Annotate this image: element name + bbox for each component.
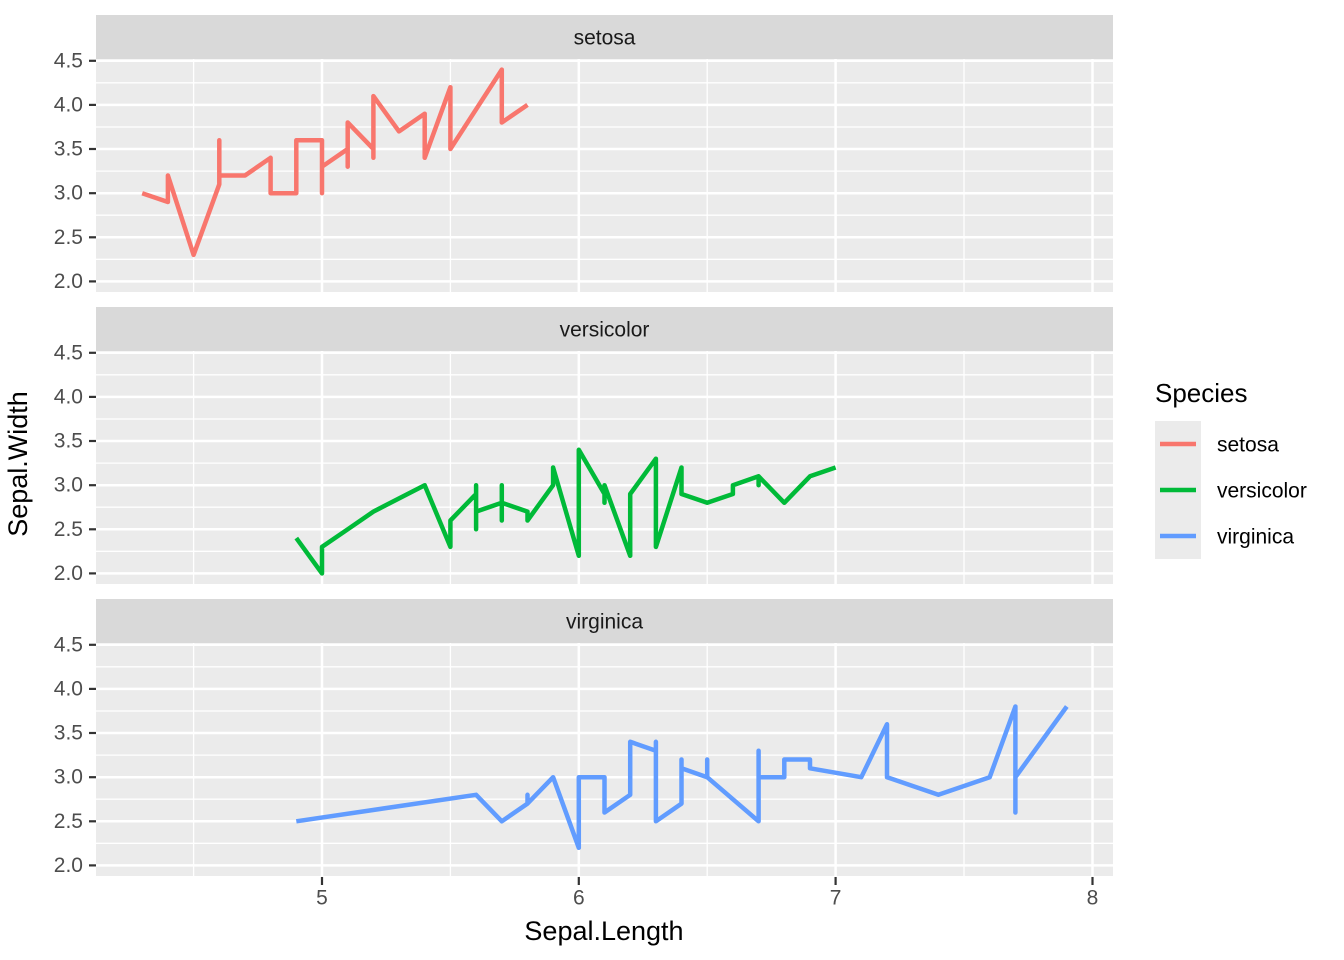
y-axis-title: Sepal.Width bbox=[3, 391, 33, 537]
y-tick-label: 3.5 bbox=[54, 430, 83, 453]
panel-background bbox=[96, 643, 1113, 876]
legend-entries: setosa versicolor virginica bbox=[1155, 421, 1307, 559]
y-tick-label: 4.5 bbox=[54, 341, 83, 364]
facet-setosa: setosa 2.0 2.5 3.0 3.5 4.0 4.5 bbox=[54, 15, 1113, 293]
facet-strip-label: virginica bbox=[566, 611, 643, 634]
x-tick-label: 8 bbox=[1087, 886, 1099, 909]
y-tick-label: 4.5 bbox=[54, 49, 83, 72]
legend-entry-setosa: setosa bbox=[1155, 421, 1279, 467]
panel-background bbox=[96, 59, 1113, 292]
y-tick-label: 2.5 bbox=[54, 810, 83, 833]
line-versicolor bbox=[294, 447, 837, 576]
y-tick-label: 3.0 bbox=[54, 766, 83, 789]
facet-versicolor: versicolor 2.0 2.5 3.0 3.5 4.0 4.5 bbox=[54, 307, 1113, 585]
y-tick-label: 2.5 bbox=[54, 226, 83, 249]
facet-strip-label: versicolor bbox=[560, 319, 650, 342]
x-axis-layer: 5 6 7 8 bbox=[316, 877, 1098, 909]
y-tick-label: 2.0 bbox=[54, 562, 83, 585]
line-virginica bbox=[295, 704, 1069, 851]
y-tick-label: 4.5 bbox=[54, 633, 83, 656]
facets-layer: setosa 2.0 2.5 3.0 3.5 4.0 4.5 versicolor 2.0 2.5… bbox=[54, 15, 1113, 877]
facet-strip bbox=[96, 15, 1113, 59]
panel-background bbox=[96, 351, 1113, 584]
y-tick-label: 4.0 bbox=[54, 385, 83, 408]
legend-label: setosa bbox=[1217, 434, 1279, 457]
x-tick-label: 6 bbox=[573, 886, 585, 909]
facet-strip bbox=[96, 599, 1113, 643]
y-tick-label: 2.0 bbox=[54, 854, 83, 877]
y-tick-label: 2.0 bbox=[54, 270, 83, 293]
x-tick-label: 5 bbox=[316, 886, 328, 909]
y-tick-label: 4.0 bbox=[54, 677, 83, 700]
legend-label: virginica bbox=[1217, 526, 1294, 549]
y-tick-label: 2.5 bbox=[54, 518, 83, 541]
y-tick-label: 3.5 bbox=[54, 138, 83, 161]
legend: Species setosa versicolor virginica bbox=[1155, 378, 1307, 559]
x-axis-title: Sepal.Length bbox=[524, 916, 683, 946]
y-tick-label: 4.0 bbox=[54, 93, 83, 116]
facet-strip-label: setosa bbox=[574, 27, 636, 50]
y-tick-label: 3.5 bbox=[54, 722, 83, 745]
legend-entry-virginica: virginica bbox=[1155, 513, 1294, 559]
legend-title: Species bbox=[1155, 378, 1248, 408]
x-tick-label: 7 bbox=[830, 886, 842, 909]
legend-label: versicolor bbox=[1217, 480, 1307, 503]
facet-strip bbox=[96, 307, 1113, 351]
legend-entry-versicolor: versicolor bbox=[1155, 467, 1307, 513]
line-setosa bbox=[141, 67, 529, 258]
facet-virginica: virginica 2.0 2.5 3.0 3.5 4.0 4.5 bbox=[54, 599, 1113, 877]
y-tick-label: 3.0 bbox=[54, 182, 83, 205]
y-tick-label: 3.0 bbox=[54, 474, 83, 497]
